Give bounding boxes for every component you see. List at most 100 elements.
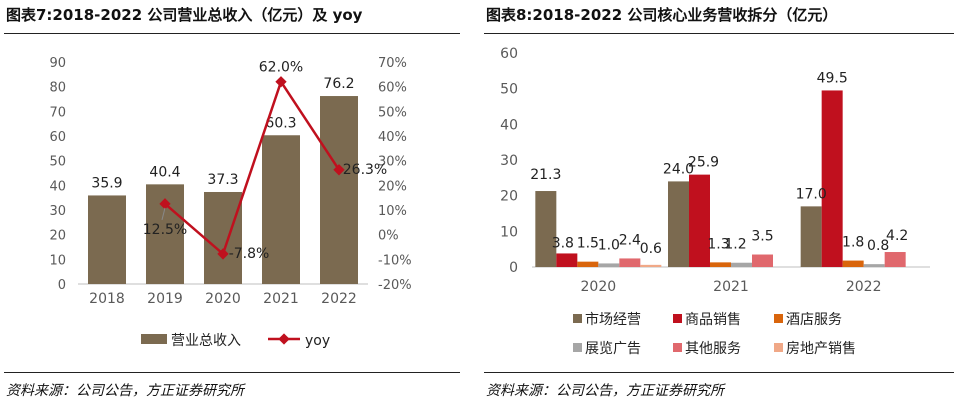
bar-value-label: 1.8 — [842, 235, 864, 251]
y-tick-label: 90 — [49, 56, 66, 71]
bar-value-label: 1.3 — [707, 236, 729, 252]
x-tick-label: 2020 — [581, 279, 617, 295]
bar — [689, 174, 710, 267]
yoy-value-label: 26.3% — [343, 162, 387, 178]
legend-swatch — [573, 343, 582, 352]
source-rule — [4, 372, 460, 373]
bar-value-label: 76.2 — [323, 76, 354, 92]
legend-label: 其他服务 — [685, 341, 741, 357]
legend-swatch — [673, 314, 682, 323]
bar — [577, 261, 599, 267]
yoy-value-label: 12.5% — [143, 222, 187, 238]
y-tick-label: 20 — [500, 189, 518, 205]
y2-tick-label: 20% — [378, 179, 407, 194]
bar — [884, 252, 906, 267]
legend-swatch-marker — [278, 333, 290, 345]
yoy-marker — [333, 164, 345, 176]
bar — [863, 264, 885, 267]
bar — [619, 258, 641, 267]
bar-value-label: 1.2 — [724, 237, 746, 253]
bar-value-label: 0.6 — [640, 241, 662, 257]
bar-value-label: 24.0 — [663, 161, 694, 177]
x-tick-label: 2020 — [205, 291, 241, 307]
yoy-value-label: 62.0% — [259, 60, 303, 76]
source-rule — [484, 372, 954, 373]
bar — [800, 206, 822, 267]
legend-label: 房地产销售 — [786, 341, 856, 357]
bar-value-label: 3.8 — [552, 235, 574, 251]
y2-tick-label: 60% — [378, 81, 407, 96]
y2-tick-label: 40% — [378, 130, 407, 145]
bar-value-label: 49.5 — [817, 70, 848, 86]
y2-tick-label: 10% — [378, 204, 407, 219]
y-tick-label: 10 — [49, 253, 66, 268]
y-tick-label: 0 — [509, 260, 518, 276]
bar-value-label: 0.8 — [867, 238, 889, 254]
legend-label: 营业总收入 — [171, 333, 241, 349]
chart-panel-segments: 图表8:2018-2022 公司核心业务营收拆分（亿元） 0 10 20 30 40 50… — [480, 0, 960, 404]
bar-value-label: 40.4 — [149, 164, 180, 180]
legend-label: 酒店服务 — [786, 312, 842, 328]
legend-swatch — [573, 314, 582, 323]
bar-value-label: 17.0 — [796, 186, 827, 202]
y2-tick-label: 70% — [378, 56, 407, 71]
bar — [668, 181, 689, 267]
source-note: 资料来源：公司公告，方正证券研究所 — [6, 383, 244, 399]
yoy-line — [164, 78, 341, 257]
y-tick-label: 80 — [49, 81, 66, 96]
bar — [640, 264, 662, 267]
yoy-marker — [159, 198, 171, 210]
y-tick-label: 10 — [500, 224, 518, 240]
bar-value-label: 3.5 — [751, 229, 773, 245]
y-tick-label: 30 — [500, 153, 518, 169]
chart-panel-revenue: 图表7:2018-2022 公司营业总收入（亿元）及 yoy 0 10 20 30 40… — [0, 0, 466, 404]
bar-value-label: 25.9 — [688, 155, 719, 171]
y2-tick-label: -10% — [378, 253, 412, 268]
y-tick-label: 60 — [49, 130, 66, 145]
legend-label: 展览广告 — [585, 341, 641, 357]
bar-value-label: 60.3 — [265, 115, 296, 131]
bar-value-label: 35.9 — [91, 175, 122, 191]
bar — [752, 254, 773, 267]
bar — [320, 96, 358, 284]
legend-label: 商品销售 — [685, 312, 741, 328]
y-tick-label: 0 — [58, 278, 66, 293]
y-tick-label: 40 — [49, 179, 66, 194]
y-tick-label: 20 — [49, 229, 66, 244]
bar-value-label: 1.0 — [598, 237, 620, 253]
bar — [204, 191, 242, 284]
bar-value-label: 2.4 — [619, 232, 641, 248]
yoy-marker — [217, 248, 229, 260]
bar — [556, 253, 578, 267]
bar — [731, 262, 752, 267]
bar-value-label: 1.5 — [577, 236, 599, 252]
x-tick-label: 2022 — [846, 279, 882, 295]
legend-label: yoy — [305, 333, 330, 349]
bar — [598, 263, 620, 267]
bar — [710, 262, 731, 267]
bar — [535, 191, 557, 267]
legend-swatch — [774, 314, 783, 323]
x-tick-label: 2022 — [321, 291, 357, 307]
bar — [821, 90, 843, 267]
label-leader-line — [161, 207, 166, 220]
x-tick-label: 2018 — [89, 291, 125, 307]
y-tick-label: 50 — [500, 82, 518, 98]
title-rule — [4, 33, 460, 34]
title-rule — [484, 33, 954, 34]
y2-tick-label: -20% — [378, 278, 412, 293]
y2-tick-label: 30% — [378, 155, 407, 170]
y2-tick-label: 0% — [378, 229, 399, 244]
x-tick-label: 2021 — [713, 279, 749, 295]
chart-title: 图表7:2018-2022 公司营业总收入（亿元）及 yoy — [6, 6, 363, 24]
source-note: 资料来源：公司公告，方正证券研究所 — [486, 383, 724, 399]
y-tick-label: 60 — [500, 46, 518, 62]
legend-label: 市场经营 — [585, 311, 641, 328]
bar-value-label: 37.3 — [207, 172, 238, 188]
bar-value-label: 21.3 — [530, 167, 561, 183]
y2-tick-label: 50% — [378, 105, 407, 120]
legend-swatch — [774, 343, 783, 352]
yoy-value-label: -7.8% — [229, 246, 270, 262]
y-tick-label: 70 — [49, 105, 66, 120]
